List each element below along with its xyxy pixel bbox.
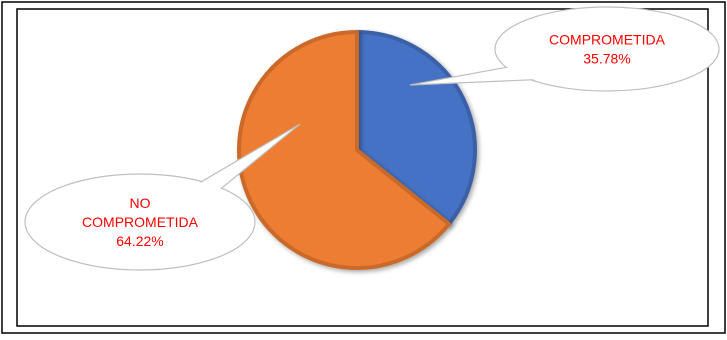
- data-label-callout-1: NO COMPROMETIDA 64.22%: [24, 123, 301, 271]
- data-label-text: 64.22%: [116, 233, 163, 249]
- data-label-callout-0: COMPROMETIDA 35.78%: [409, 6, 720, 92]
- data-label-text: NO: [130, 195, 151, 211]
- pie-slice-1: [237, 30, 451, 270]
- data-label-text: 35.78%: [583, 51, 630, 67]
- data-label-text: COMPROMETIDA: [82, 214, 199, 230]
- data-label-text: COMPROMETIDA: [549, 32, 666, 48]
- callout-pointer: [188, 123, 301, 206]
- inner-border: [16, 8, 709, 327]
- outer-border: [1, 1, 726, 334]
